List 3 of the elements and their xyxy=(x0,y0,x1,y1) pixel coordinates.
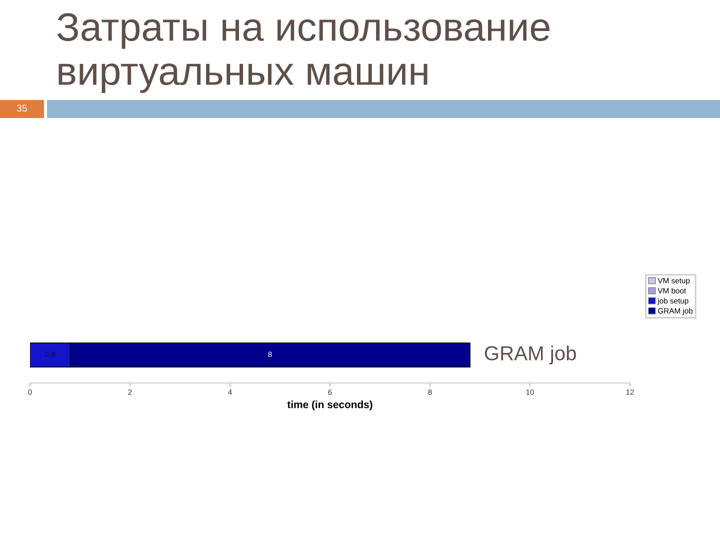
chart-title: Затраты на использование виртуальных машин xyxy=(57,13,550,93)
text: 35 xyxy=(16,104,27,112)
x-axis-title: time (in seconds) xyxy=(287,400,372,410)
